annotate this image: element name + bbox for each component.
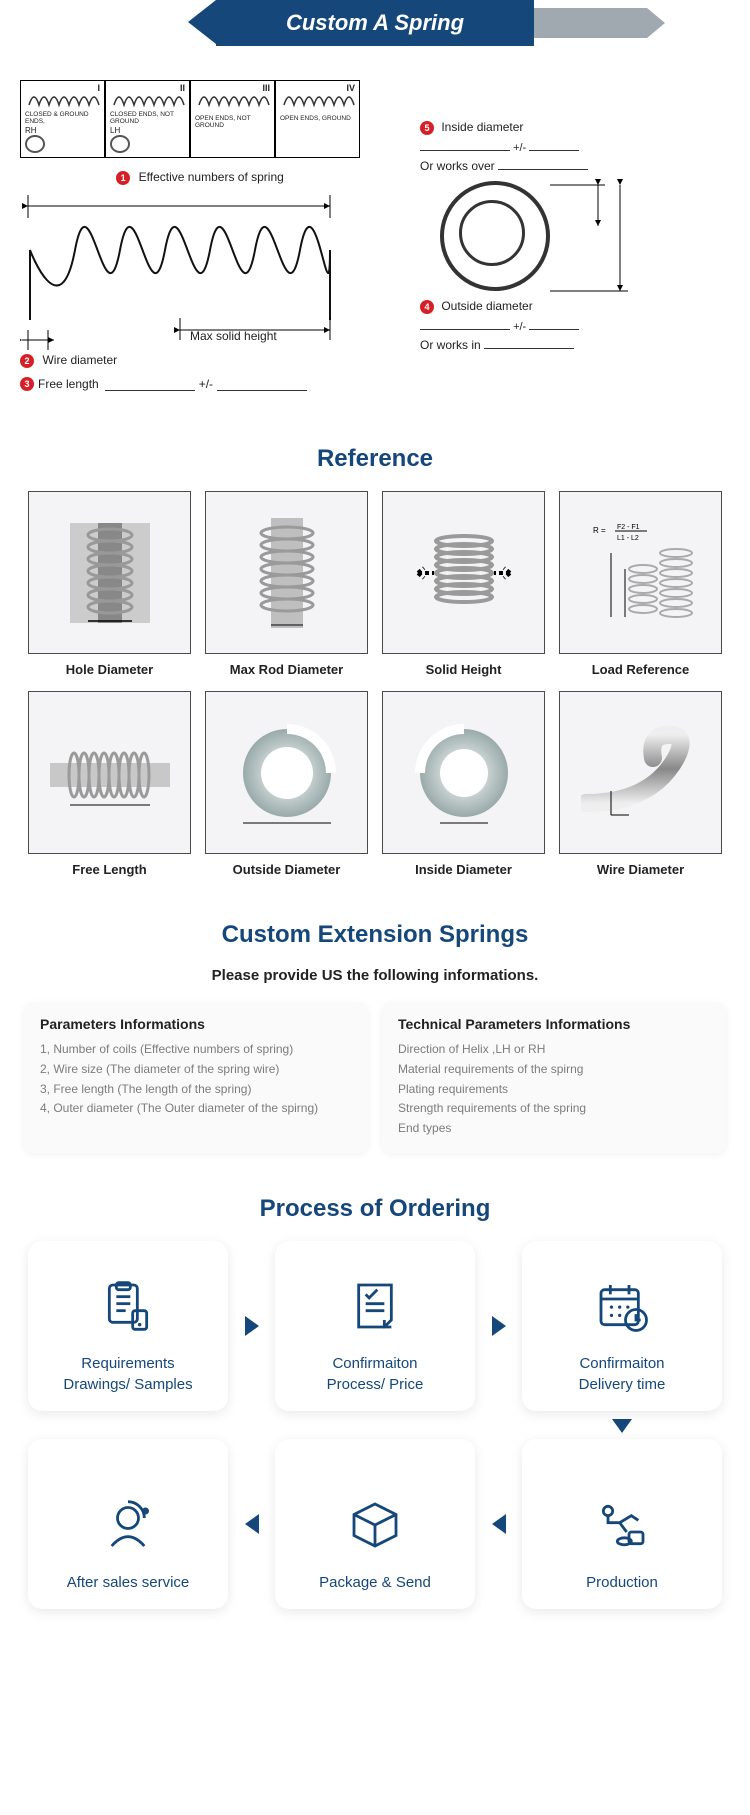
badge-3: 3 bbox=[20, 377, 34, 391]
ref-wire-diameter: Wire Diameter bbox=[559, 691, 722, 877]
svg-text:R =: R = bbox=[593, 526, 606, 535]
badge-1: 1 bbox=[116, 171, 130, 185]
end-type-I: I CLOSED & GROUND ENDS, RH bbox=[20, 80, 105, 158]
ref-inside-diameter: Inside Diameter bbox=[382, 691, 545, 877]
reference-title: Reference bbox=[0, 445, 750, 473]
process-title: Process of Ordering bbox=[0, 1195, 750, 1223]
ref-free-length: Free Length bbox=[28, 691, 191, 877]
spring-diagram: I CLOSED & GROUND ENDS, RH II CLOSED END… bbox=[0, 70, 750, 421]
arrow-left-icon bbox=[245, 1514, 259, 1534]
badge-5: 5 bbox=[420, 121, 434, 135]
svg-text:F2 - F1: F2 - F1 bbox=[617, 524, 640, 531]
ref-max-rod-diameter: Max Rod Diameter bbox=[205, 491, 368, 677]
process-step-3: ConfirmaitonDelivery time bbox=[522, 1241, 722, 1411]
end-type-IV: IV OPEN ENDS, GROUND bbox=[275, 80, 360, 158]
reference-grid: Hole DiameterMax Rod DiameterSolid Heigh… bbox=[0, 491, 750, 877]
svg-text:L1 - L2: L1 - L2 bbox=[617, 535, 639, 542]
badge-4: 4 bbox=[420, 300, 434, 314]
arrow-down-icon bbox=[612, 1419, 632, 1433]
badge-2: 2 bbox=[20, 354, 34, 368]
process-step-6: After sales service bbox=[28, 1439, 228, 1609]
process-step-2: ConfirmaitonProcess/ Price bbox=[275, 1241, 475, 1411]
process-step-1: RequirementsDrawings/ Samples bbox=[28, 1241, 228, 1411]
ref-load-reference: R =F2 - F1L1 - L2Load Reference bbox=[559, 491, 722, 677]
ref-solid-height: Solid Height bbox=[382, 491, 545, 677]
arrow-right-icon bbox=[245, 1316, 259, 1336]
header-ribbon: Custom A Spring bbox=[0, 0, 750, 50]
process-step-5: Package & Send bbox=[275, 1439, 475, 1609]
panel-parameters: Parameters Informations 1, Number of coi… bbox=[24, 1002, 368, 1153]
arrow-left-icon bbox=[492, 1514, 506, 1534]
panel-technical: Technical Parameters Informations Direct… bbox=[382, 1002, 726, 1153]
arrow-right-icon bbox=[492, 1316, 506, 1336]
custom-title: Custom Extension Springs bbox=[0, 921, 750, 949]
spring-top-view bbox=[440, 181, 550, 291]
ref-outside-diameter: Outside Diameter bbox=[205, 691, 368, 877]
ref-hole-diameter: Hole Diameter bbox=[28, 491, 191, 677]
end-type-III: III OPEN ENDS, NOT GROUND bbox=[190, 80, 275, 158]
custom-subtitle: Please provide US the following informat… bbox=[0, 967, 750, 984]
process-step-4: Production bbox=[522, 1439, 722, 1609]
end-type-II: II CLOSED ENDS, NOT GROUND LH bbox=[105, 80, 190, 158]
page-title: Custom A Spring bbox=[216, 0, 534, 46]
